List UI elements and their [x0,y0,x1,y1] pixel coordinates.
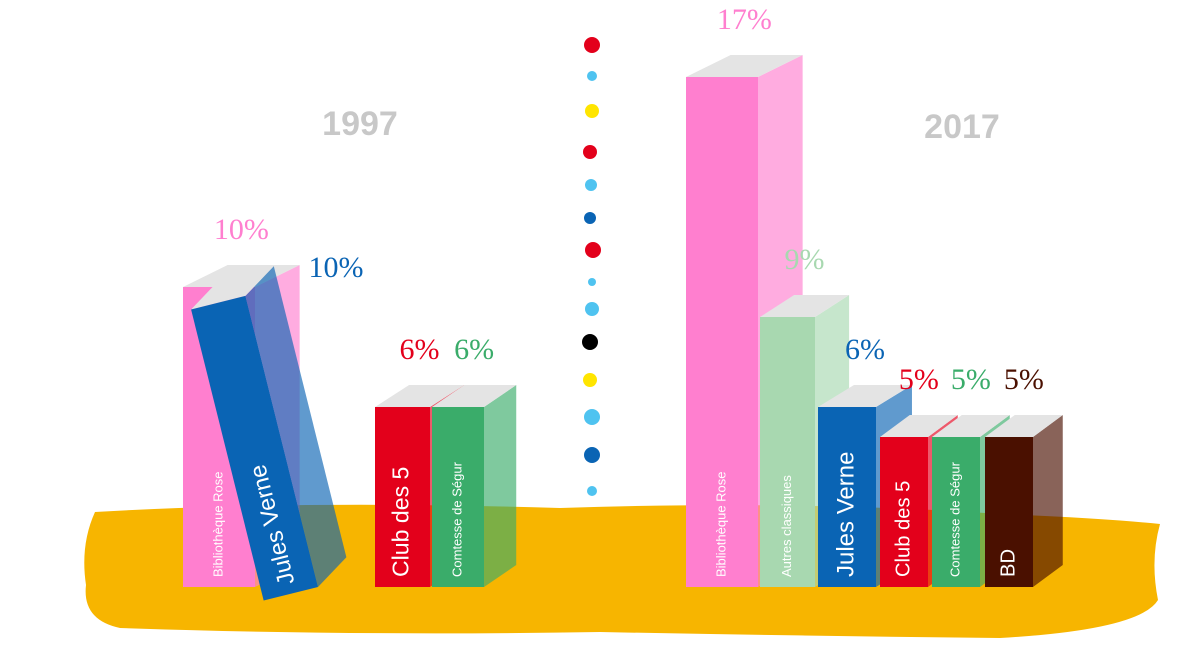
book-spine-label: Comtesse de Ségur [947,461,962,577]
value-label: 5% [899,363,939,396]
value-label: 6% [400,333,440,366]
book-top [375,385,465,407]
book-top [760,295,850,317]
value-label: 5% [1004,363,1044,396]
value-label: 5% [951,363,991,396]
book: Jules Verne [191,266,347,601]
book-spine-label: BD [997,549,1019,577]
book: Comtesse de Ségur [432,385,517,587]
book-top [932,415,1010,437]
book-top [432,385,517,407]
bar [818,407,876,587]
bar [375,407,430,587]
year-title: 2017 [924,108,1000,146]
bar [760,317,815,587]
book-side [484,385,517,587]
book-top [985,415,1063,437]
book-top [880,415,958,437]
value-label: 9% [785,243,825,276]
book-spine-label: Bibliothèque Rose [713,471,728,577]
dot-divider [582,37,601,496]
bar [985,437,1033,587]
value-label: 17% [717,3,772,36]
book-spine-label: Comtesse de Ségur [449,461,464,577]
value-label: 6% [454,333,494,366]
book-spine-label: Jules Verne [832,452,859,577]
year-title: 1997 [322,105,398,143]
book-spine-label: Autres classiques [779,475,794,577]
book-side [1033,415,1063,587]
book-top [686,55,803,77]
book-spine-label: Club des 5 [892,481,914,577]
book-side [245,266,347,587]
bar [686,77,758,587]
bar [432,407,484,587]
book-top [818,385,912,407]
book-top [191,266,274,310]
book-spine-label: Club des 5 [388,467,414,577]
bar [191,295,318,601]
value-label: 10% [309,251,364,284]
bar [880,437,928,587]
book-spine-label: Bibliothèque Rose [210,471,225,577]
bar [932,437,980,587]
value-label: 6% [845,333,885,366]
book: BD [985,415,1063,587]
value-label: 10% [214,213,269,246]
